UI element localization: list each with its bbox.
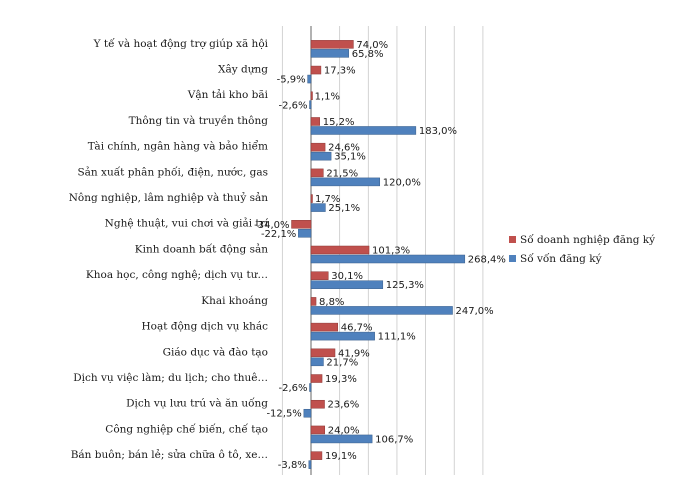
category-label: Dịch vụ việc làm; du lịch; cho thuê… xyxy=(73,372,268,384)
bar-so-doanh-nghiep xyxy=(310,194,313,203)
data-label-so-von: 106,7% xyxy=(375,434,413,445)
data-label-so-von: -2,6% xyxy=(278,100,307,111)
bar-so-von xyxy=(309,100,312,110)
data-label-so-doanh-nghiep: -34,0% xyxy=(254,220,289,231)
bar-so-doanh-nghiep xyxy=(310,451,323,460)
bar-so-von xyxy=(308,460,312,469)
bar-so-von xyxy=(303,408,312,418)
bar-so-doanh-nghiep xyxy=(310,245,370,255)
legend: Số doanh nghiệp đăng ký Số vốn đăng ký xyxy=(509,233,655,265)
bar-so-doanh-nghiep xyxy=(310,40,354,49)
category-labels: Y tế và hoạt động trợ giúp xã hội Xây dựn… xyxy=(69,37,269,461)
data-label-so-von: 21,7% xyxy=(326,357,358,368)
bar-so-von xyxy=(310,126,417,135)
category-label: Xây dựng xyxy=(218,64,268,76)
data-label-so-doanh-nghiep: 46,7% xyxy=(341,323,373,334)
legend-label-so-von: Số vốn đăng ký xyxy=(520,252,602,265)
category-label: Tài chính, ngân hàng và bảo hiểm xyxy=(88,140,268,153)
data-label-so-von: 247,0% xyxy=(456,306,494,317)
data-label-so-doanh-nghiep: 24,0% xyxy=(328,425,360,436)
data-label-so-doanh-nghiep: 101,3% xyxy=(372,246,410,257)
data-label-so-von: 120,0% xyxy=(383,177,421,188)
category-label: Sản xuất phân phối, điện, nước, gas xyxy=(77,165,268,178)
data-label-so-von: 25,1% xyxy=(328,203,360,214)
bar-so-von xyxy=(310,306,453,315)
category-label: Khai khoáng xyxy=(201,295,268,307)
legend-swatch-so-doanh-nghiep xyxy=(509,236,516,243)
category-label: Kinh doanh bất động sản xyxy=(135,242,268,255)
bar-so-von xyxy=(310,203,326,212)
category-label: Y tế và hoạt động trợ giúp xã hội xyxy=(93,37,269,50)
bar-so-doanh-nghiep xyxy=(291,220,312,229)
data-label-so-doanh-nghiep: 19,1% xyxy=(325,451,357,462)
category-label: Dịch vụ lưu trú và ăn uống xyxy=(126,397,268,410)
category-label: Nông nghiệp, lâm nghiệp và thuỷ sản xyxy=(69,191,269,204)
data-label-so-von: -5,9% xyxy=(277,75,306,86)
data-label-so-doanh-nghiep: 24,6% xyxy=(328,143,360,154)
bar-so-von xyxy=(310,49,349,58)
bar-so-doanh-nghiep xyxy=(310,117,320,126)
category-label: Thông tin và truyền thông xyxy=(129,114,269,127)
bar-so-doanh-nghiep xyxy=(310,91,313,101)
category-label: Vận tải kho bãi xyxy=(187,88,269,101)
category-label: Công nghiệp chế biến, chế tạo xyxy=(105,422,268,435)
data-label-so-von: -3,8% xyxy=(278,460,307,471)
bar-so-doanh-nghiep xyxy=(310,348,336,358)
data-label-so-von: 183,0% xyxy=(419,126,457,137)
bar-so-von xyxy=(309,383,312,392)
category-label: Hoạt động dịch vụ khác xyxy=(141,321,268,333)
data-label-so-doanh-nghiep: 1,1% xyxy=(315,91,340,102)
bar-so-doanh-nghiep xyxy=(310,297,317,306)
data-label-so-doanh-nghiep: 41,9% xyxy=(338,348,370,359)
bar-so-doanh-nghiep xyxy=(310,168,324,178)
bar-so-von xyxy=(310,254,466,264)
bars xyxy=(291,40,466,469)
bar-so-von xyxy=(307,74,312,84)
bar-so-von xyxy=(310,177,381,187)
bar-so-doanh-nghiep xyxy=(310,374,323,383)
data-label-so-von: 65,8% xyxy=(352,49,384,60)
bar-so-doanh-nghiep xyxy=(310,399,325,409)
bar-so-von xyxy=(310,357,324,367)
data-label-so-doanh-nghiep: 1,7% xyxy=(315,194,340,205)
bar-so-von xyxy=(298,229,312,238)
data-label-so-von: 35,1% xyxy=(334,152,366,163)
data-label-so-doanh-nghiep: 8,8% xyxy=(319,297,344,308)
legend-swatch-so-von xyxy=(509,255,516,262)
data-label-so-von: 268,4% xyxy=(468,255,506,266)
category-label: Bán buôn; bán lẻ; sửa chữa ô tô, xe… xyxy=(71,448,268,461)
data-label-so-von: -12,5% xyxy=(266,409,301,420)
bar-so-doanh-nghiep xyxy=(310,322,339,332)
data-label-so-von: -22,1% xyxy=(261,229,296,240)
data-label-so-von: 111,1% xyxy=(378,332,416,343)
data-label-so-doanh-nghiep: 15,2% xyxy=(323,117,355,128)
data-label-so-von: -2,6% xyxy=(278,383,307,394)
bar-so-von xyxy=(310,434,373,444)
data-label-so-doanh-nghiep: 21,5% xyxy=(326,168,358,179)
data-label-so-doanh-nghiep: 23,6% xyxy=(328,400,360,411)
data-label-so-von: 125,3% xyxy=(386,280,424,291)
bar-so-von xyxy=(310,280,384,289)
data-label-so-doanh-nghiep: 17,3% xyxy=(324,66,356,77)
bar-so-doanh-nghiep xyxy=(310,65,322,75)
data-label-so-doanh-nghiep: 30,1% xyxy=(331,271,363,282)
data-labels: 74,0%65,8% 17,3% -5,9% 1,1% -2,6% 15,2% 183,0%… xyxy=(254,40,506,471)
data-label-so-doanh-nghiep: 19,3% xyxy=(325,374,357,385)
bar-so-von xyxy=(310,151,332,161)
category-label: Nghệ thuật, vui chơi và giải trí xyxy=(105,217,269,230)
category-label: Khoa học, công nghệ; dịch vụ tư… xyxy=(86,269,268,281)
bar-so-doanh-nghiep xyxy=(310,142,326,152)
legend-label-so-doanh-nghiep: Số doanh nghiệp đăng ký xyxy=(520,233,655,246)
data-label-so-doanh-nghiep: 74,0% xyxy=(356,40,388,51)
bar-so-doanh-nghiep xyxy=(310,271,329,280)
category-label: Giáo dục và đào tạo xyxy=(163,346,268,358)
bar-so-von xyxy=(310,331,375,341)
bar-so-doanh-nghiep xyxy=(310,425,326,435)
